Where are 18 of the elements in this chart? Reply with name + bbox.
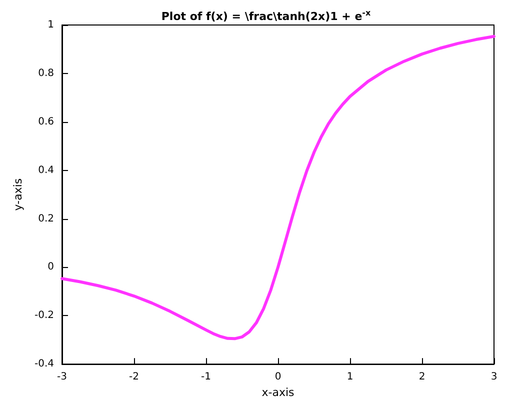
line-series <box>60 34 496 340</box>
y-tick-label: 0 <box>48 262 54 273</box>
x-tick-label: 1 <box>346 372 354 383</box>
x-tick-label: -2 <box>129 372 139 383</box>
x-tick-label: -3 <box>57 372 67 383</box>
y-tick-label: 0.8 <box>38 68 54 79</box>
y-axis-title: y-axis <box>12 178 25 211</box>
y-tick-label: 0.2 <box>38 213 54 224</box>
y-tick-label: 1 <box>48 20 54 30</box>
y-tick-label: -0.2 <box>34 310 54 322</box>
x-axis-title: x-axis <box>262 386 295 399</box>
y-tick-label: 0.6 <box>38 116 54 128</box>
x-tick-label: 3 <box>490 372 498 383</box>
x-tick-label: -1 <box>201 372 211 383</box>
x-tick-label: 0 <box>274 372 282 383</box>
x-tick-label: 2 <box>418 372 426 383</box>
y-tick-label: -0.4 <box>34 358 54 370</box>
y-tick-label: 0.4 <box>38 164 54 176</box>
